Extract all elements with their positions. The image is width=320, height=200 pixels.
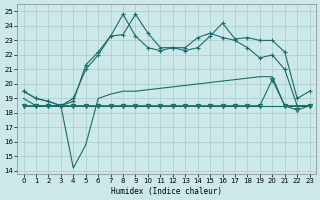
X-axis label: Humidex (Indice chaleur): Humidex (Indice chaleur) <box>111 187 222 196</box>
